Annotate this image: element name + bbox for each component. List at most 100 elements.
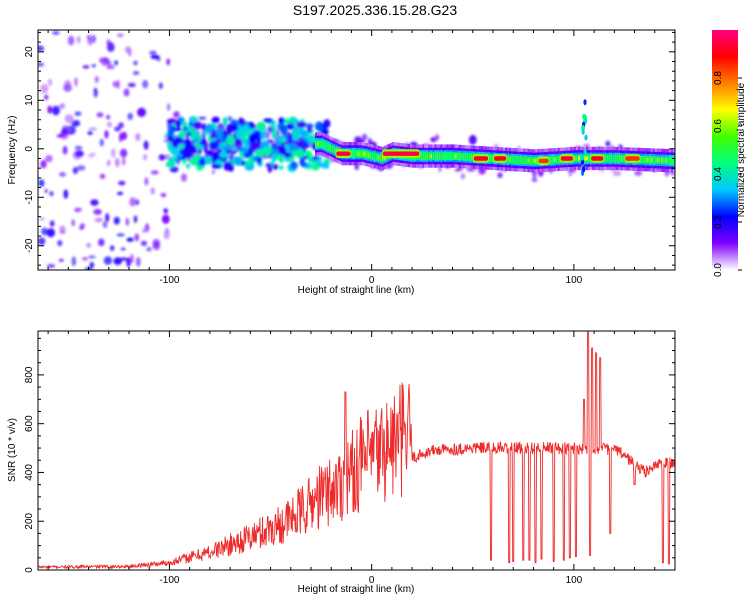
ridge-cell [325, 142, 328, 150]
spectrogram-cell [41, 227, 48, 236]
spectrogram-cell [280, 124, 288, 134]
spectrogram-cell [175, 127, 182, 132]
spectrogram-cell [276, 140, 282, 146]
spectrogram-x-tick-label: -100 [159, 275, 179, 286]
spectrogram-cell [87, 131, 93, 135]
spectrogram-cell [256, 121, 266, 131]
spectrogram-cell [125, 217, 129, 226]
spectrogram-y-tick-label: 0 [24, 146, 35, 152]
spectrogram-cell [204, 156, 212, 163]
spectrogram-cell [93, 87, 97, 92]
spectrogram-cell [142, 79, 149, 89]
spectrogram-cell [71, 120, 81, 127]
spectrogram-cell [75, 150, 84, 157]
hot-segment [336, 151, 351, 156]
spectrogram-cell [62, 145, 68, 155]
hot-segment [560, 156, 573, 161]
spectrogram-cell [47, 105, 52, 114]
ridge-cell [466, 153, 469, 161]
ridge-cell [614, 154, 617, 163]
spectrogram-cell [173, 111, 180, 118]
spectrogram-cell [59, 103, 65, 109]
ridge-cell [584, 156, 587, 161]
spectrogram-cell [99, 138, 104, 147]
spectrogram-cell [321, 162, 327, 169]
ridge-cell [381, 156, 384, 161]
spectrogram-cell [140, 240, 148, 246]
spectrogram-cell [263, 146, 273, 155]
spectrogram-cell [311, 163, 320, 171]
spectrogram-cell [59, 172, 66, 177]
spectrogram-cell [123, 88, 130, 97]
ridge-cell [428, 152, 431, 160]
spectrogram-cell [211, 164, 222, 169]
snr-frame [37, 330, 676, 571]
ridge-cell [557, 155, 560, 164]
snr-x-tick-label: -100 [159, 575, 179, 586]
spectrogram-cell [222, 130, 228, 136]
hot-segment [494, 156, 507, 161]
spectrogram-cell [165, 161, 176, 168]
spectrogram-cell [167, 156, 176, 162]
spectrogram-cell [183, 126, 188, 131]
spectrogram-cell [158, 82, 163, 89]
spectrogram-cell [583, 148, 587, 155]
spectrogram-cell [143, 140, 149, 150]
spectrogram-cell [226, 123, 235, 133]
spectrogram-cell [129, 254, 134, 264]
spectrogram-cell [198, 116, 207, 120]
ridge-cell [551, 155, 554, 164]
spectrogram-cell [454, 168, 461, 172]
spectrogram-cell [243, 140, 250, 148]
ridge-cell [432, 152, 435, 160]
spectrogram-cell [136, 256, 141, 267]
spectrogram-cell [200, 138, 206, 146]
spectrogram-cell [118, 180, 126, 186]
spectrogram-y-tick-label: 20 [24, 46, 35, 58]
ridge-cell [654, 156, 657, 164]
spectrogram-cell [40, 160, 47, 169]
spectrogram-cell [205, 123, 214, 133]
spectrogram-cell [59, 230, 66, 234]
spectrogram-cell [583, 144, 590, 148]
ridge-cell [529, 158, 532, 163]
spectrogram-cell [146, 247, 152, 252]
ridge-cell [608, 154, 611, 163]
ridge-cell [373, 152, 376, 161]
spectrogram-cell [243, 160, 251, 167]
ridge-cell [464, 152, 467, 161]
spectrogram-cell [261, 132, 265, 141]
spectrogram-cell [188, 121, 194, 127]
spectrogram-cell [149, 50, 157, 55]
colorbar-tick-label: 0.0 [713, 263, 724, 277]
ridge-cell [517, 156, 520, 164]
spectrogram-cell [257, 156, 262, 165]
spectrogram-cell [634, 170, 643, 176]
spectrogram-cell [118, 132, 123, 143]
ridge-cell [468, 153, 471, 161]
colorbar-gradient [712, 30, 738, 270]
spectrogram-cell [288, 143, 298, 152]
ridge-cell [430, 154, 433, 158]
ridge-cell [317, 142, 320, 146]
spectrogram-cell [209, 140, 219, 150]
spectrogram-cell [137, 107, 146, 118]
ridge-cell [650, 158, 653, 162]
spectrogram-cell [44, 189, 48, 193]
spectrogram-cell [40, 84, 49, 94]
spectrogram-cell [321, 123, 330, 128]
ridge-cell [604, 154, 607, 163]
ridge-cell [436, 154, 439, 158]
ridge-cell [379, 154, 382, 162]
ridge-cell [515, 155, 518, 164]
spectrogram-cell [102, 221, 108, 228]
spectrogram-cell [57, 240, 63, 247]
spectrogram-cell [583, 99, 587, 106]
ridge-cell [549, 156, 552, 164]
spectrogram-cell [295, 148, 305, 159]
ridge-cell [533, 159, 536, 163]
spectrogram-cell [256, 135, 262, 144]
ridge-cell [357, 151, 360, 156]
